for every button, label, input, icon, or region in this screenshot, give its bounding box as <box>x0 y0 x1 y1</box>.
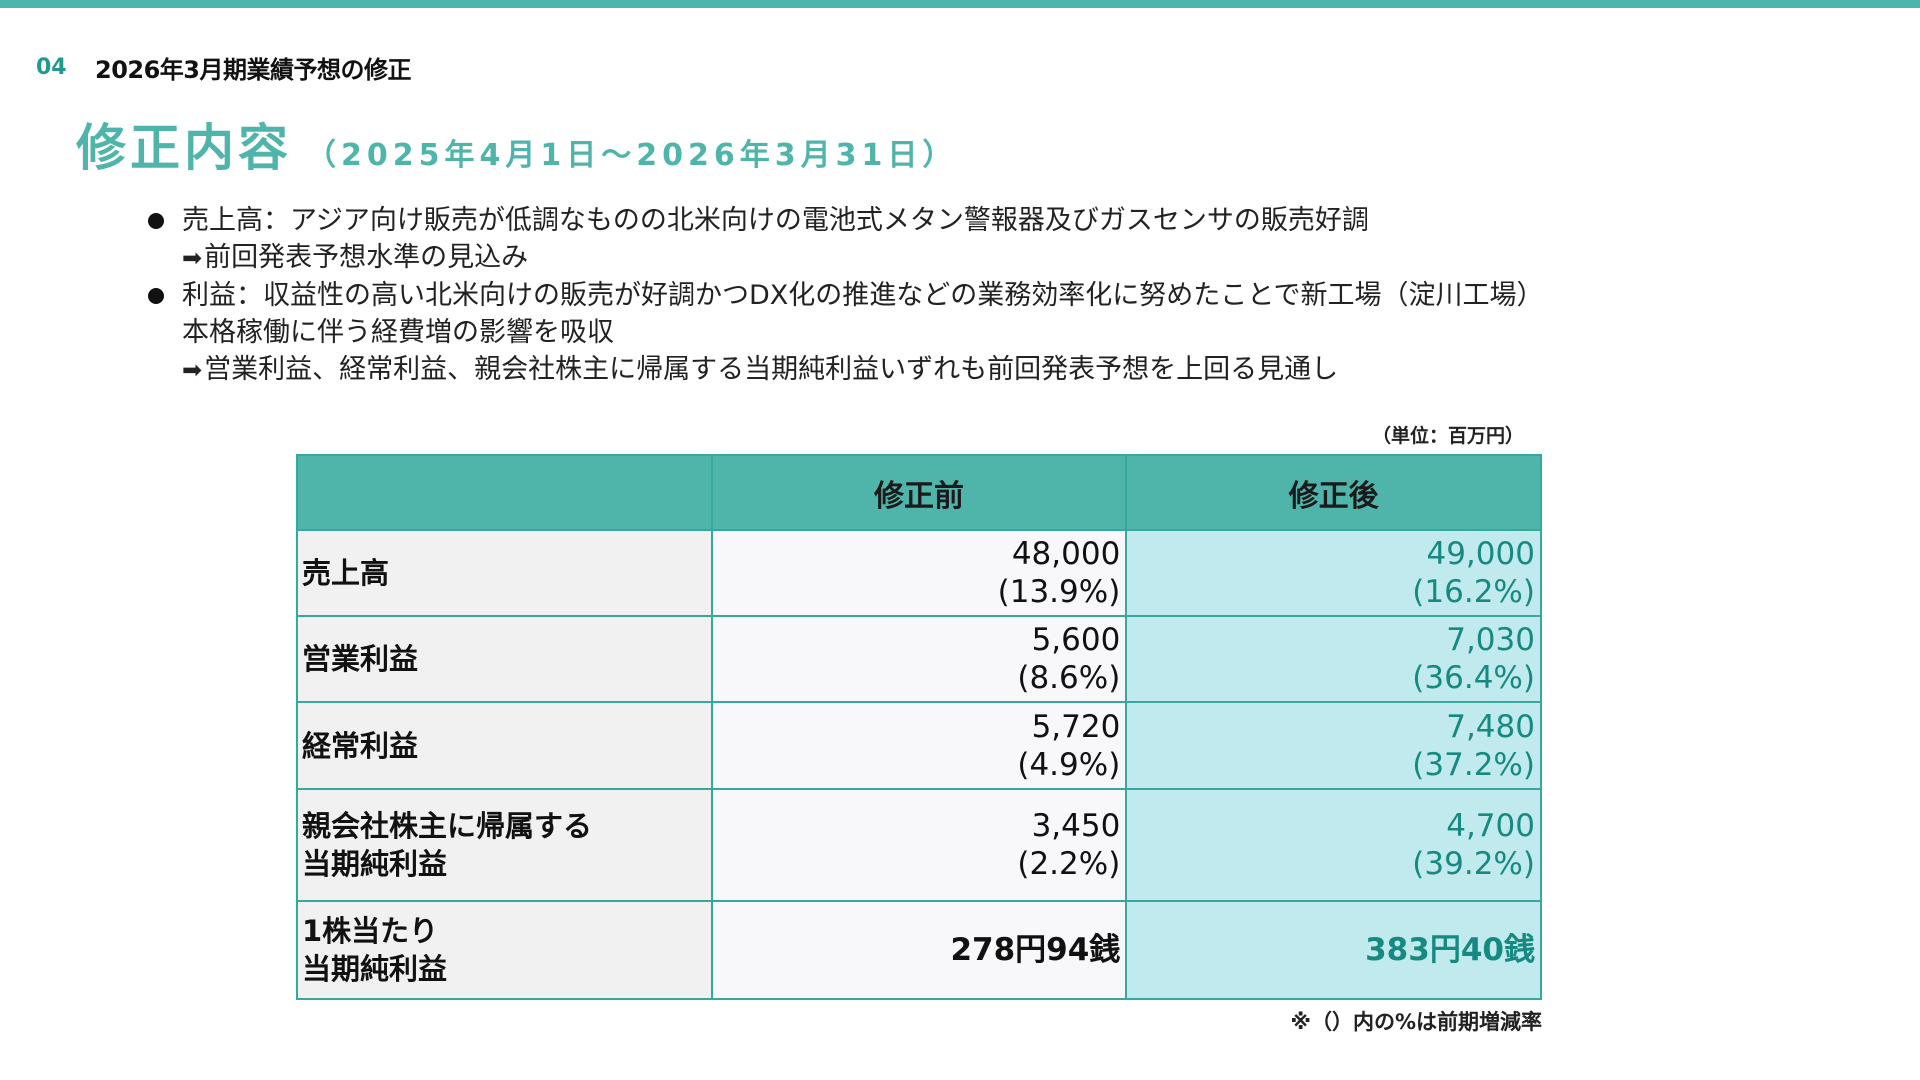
table-row-net-income: 親会社株主に帰属する 当期純利益 3,450 (2.2%) 4,700 (39.2%) <box>296 788 1542 902</box>
table-row-eps: 1株当たり当期純利益 278円94銭 383円40銭 <box>296 900 1542 1000</box>
row-label: 親会社株主に帰属する 当期純利益 <box>296 788 713 902</box>
bullet-text: 利益：収益性の高い北米向けの販売が好調かつDX化の推進などの業務効率化に努めたこ… <box>182 280 1544 311</box>
after-value: 4,700 <box>1446 808 1535 844</box>
forecast-revision-table: 修正前 修正後 売上高 48,000 (13.9%) 49,000 (16.2%) … <box>296 454 1542 1000</box>
row-label-text: 経常利益 <box>302 728 419 763</box>
after-value-cell: 7,480 (37.2%) <box>1125 701 1542 790</box>
after-change: (36.4%) <box>1412 660 1535 696</box>
after-change: (16.2%) <box>1412 574 1535 610</box>
row-label: 1株当たり当期純利益 <box>296 900 713 1000</box>
header-after-revision: 修正後 <box>1125 454 1542 531</box>
before-value-cell: 278円94銭 <box>710 900 1128 1000</box>
after-change: (37.2%) <box>1412 746 1535 783</box>
header-before-revision: 修正前 <box>710 454 1128 531</box>
after-change: (39.2%) <box>1412 846 1535 882</box>
page-title-main: 修正内容 <box>76 119 292 177</box>
before-value: 278円94銭 <box>950 932 1121 968</box>
bullet-result-text: 営業利益、経常利益、親会社株主に帰属する当期純利益いずれも前回発表予想を上回る見… <box>204 354 1339 385</box>
after-value: 383円40銭 <box>1365 932 1535 968</box>
right-arrow-icon: ➡ <box>182 244 203 272</box>
table-row-operating-profit: 営業利益 5,600 (8.6%) 7,030 (36.4%) <box>296 615 1542 703</box>
before-change: (8.6%) <box>1017 660 1121 696</box>
page-title: 修正内容 （2025年4月1日～2026年3月31日） <box>76 108 957 180</box>
bullet-result-text: 前回発表予想水準の見込み <box>204 242 529 273</box>
bullet-result-line: ➡前回発表予想水準の見込み <box>182 239 1543 277</box>
table-footnote: ※（）内の%は前期増減率 <box>1290 1010 1542 1034</box>
row-label: 経常利益 <box>296 701 713 790</box>
before-value: 5,600 <box>1031 622 1121 658</box>
unit-note: （単位：百万円） <box>1371 425 1524 447</box>
row-label-text: 営業利益 <box>302 642 419 676</box>
row-label-text: 親会社株主に帰属する <box>302 809 593 843</box>
header-blank <box>296 454 713 531</box>
section-header: 04 2026年3月期業績予想の修正 <box>36 50 412 84</box>
bullet-item-sales: 売上高：アジア向け販売が低調なものの北米向けの電池式メタン警報器及びガスセンサの… <box>148 202 1543 277</box>
after-value-cell: 49,000 (16.2%) <box>1125 529 1542 617</box>
bullet-text: 売上高：アジア向け販売が低調なものの北米向けの電池式メタン警報器及びガスセンサの… <box>182 205 1369 236</box>
after-value-cell: 383円40銭 <box>1125 900 1542 1000</box>
right-arrow-icon: ➡ <box>182 356 203 384</box>
bullet-list: 売上高：アジア向け販売が低調なものの北米向けの電池式メタン警報器及びガスセンサの… <box>148 202 1543 389</box>
before-value-cell: 48,000 (13.9%) <box>710 529 1128 617</box>
after-value: 49,000 <box>1426 536 1535 572</box>
before-value-cell: 5,720 (4.9%) <box>710 701 1128 790</box>
before-change: (13.9%) <box>997 574 1121 610</box>
section-number: 04 <box>36 54 67 80</box>
after-value-cell: 7,030 (36.4%) <box>1125 615 1542 703</box>
before-value: 48,000 <box>1011 536 1121 572</box>
before-change: (4.9%) <box>1017 746 1121 783</box>
row-label: 営業利益 <box>296 615 713 703</box>
bullet-dot-icon <box>148 288 164 304</box>
row-label-text: 売上高 <box>302 556 390 590</box>
before-value-cell: 5,600 (8.6%) <box>710 615 1128 703</box>
after-value: 7,030 <box>1446 622 1535 658</box>
page-title-period: （2025年4月1日～2026年3月31日） <box>306 138 958 173</box>
after-value: 7,480 <box>1446 708 1535 745</box>
bullet-result-line: ➡営業利益、経常利益、親会社株主に帰属する当期純利益いずれも前回発表予想を上回る… <box>182 351 1543 389</box>
row-label-text: 1株当たり <box>302 914 439 948</box>
before-value: 5,720 <box>1031 708 1121 745</box>
row-label: 売上高 <box>296 529 713 617</box>
table-header-row: 修正前 修正後 <box>296 454 1542 531</box>
row-label-text: 当期純利益 <box>302 952 448 986</box>
row-label-text: 当期純利益 <box>302 847 448 881</box>
bullet-text-continued: 本格稼働に伴う経費増の影響を吸収 <box>182 317 614 348</box>
before-change: (2.2%) <box>1017 846 1121 882</box>
after-value-cell: 4,700 (39.2%) <box>1125 788 1542 902</box>
bullet-item-profit: 利益：収益性の高い北米向けの販売が好調かつDX化の推進などの業務効率化に努めたこ… <box>148 277 1543 389</box>
section-title: 2026年3月期業績予想の修正 <box>95 55 412 84</box>
top-accent-bar <box>0 0 1920 8</box>
before-value-cell: 3,450 (2.2%) <box>710 788 1128 902</box>
before-value: 3,450 <box>1031 808 1121 844</box>
bullet-dot-icon <box>148 213 164 229</box>
table-row-ordinary-profit: 経常利益 5,720 (4.9%) 7,480 (37.2%) <box>296 701 1542 790</box>
table-row-net-sales: 売上高 48,000 (13.9%) 49,000 (16.2%) <box>296 529 1542 617</box>
